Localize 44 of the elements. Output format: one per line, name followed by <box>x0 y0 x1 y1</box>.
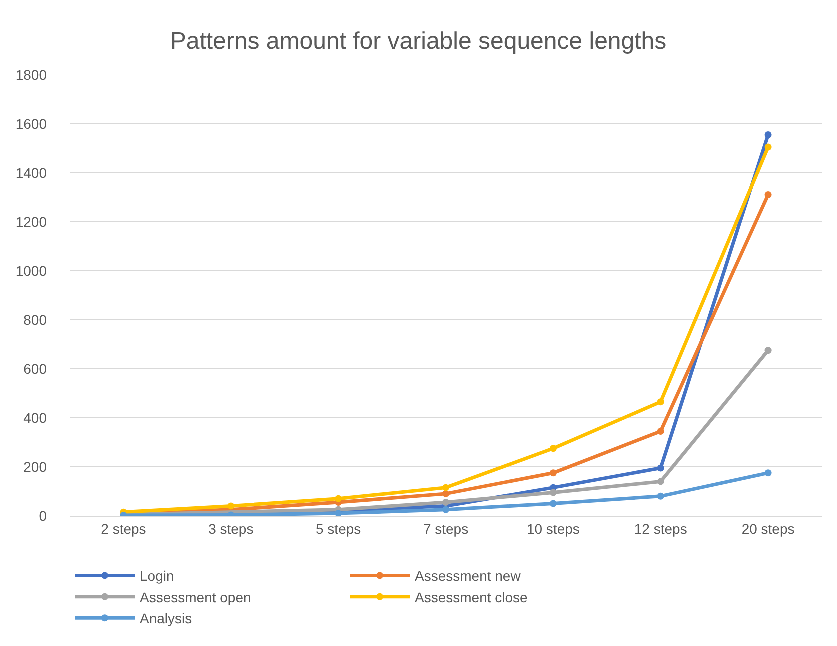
y-tick-label: 1600 <box>16 116 48 132</box>
point <box>335 510 342 516</box>
point <box>657 398 664 406</box>
x-tick-label: 12 steps <box>634 520 688 537</box>
point <box>550 500 557 508</box>
point <box>550 470 557 477</box>
y-tick-label: 1800 <box>16 66 48 83</box>
x-tick-label: 10 steps <box>526 520 580 537</box>
point <box>657 492 664 500</box>
legend-label: Assessment new <box>415 568 522 584</box>
y-tick-label: 0 <box>39 508 48 524</box>
point <box>442 490 450 498</box>
point <box>228 502 235 510</box>
point <box>442 506 450 514</box>
point <box>335 495 342 502</box>
point <box>657 464 664 472</box>
point <box>764 470 772 477</box>
point <box>764 347 772 354</box>
y-tick-label: 600 <box>24 360 48 377</box>
y-tick-label: 1400 <box>16 164 48 181</box>
point <box>550 445 557 452</box>
chart-title: Patterns amount for variable sequence lengths <box>170 28 667 56</box>
point <box>442 484 450 492</box>
point <box>764 132 772 139</box>
legend-label: Assessment open <box>140 589 252 606</box>
x-tick-label: 2 steps <box>101 520 146 537</box>
y-tick-label: 400 <box>24 410 48 426</box>
legend-label: Login <box>140 568 174 584</box>
x-tick-label: 7 steps <box>423 520 469 537</box>
x-tick-label: 3 steps <box>208 520 254 537</box>
point <box>657 478 664 486</box>
y-tick-label: 800 <box>24 312 48 328</box>
point <box>442 499 450 506</box>
legend-label: Assessment close <box>415 589 528 606</box>
point <box>657 428 664 435</box>
y-tick-label: 200 <box>24 458 48 475</box>
point <box>764 192 772 199</box>
x-tick-label: 20 steps <box>742 520 795 537</box>
y-tick-label: 1200 <box>16 214 48 230</box>
x-tick-label: 5 steps <box>316 520 362 537</box>
legend-label: Analysis <box>140 610 192 627</box>
y-tick-label: 1000 <box>16 262 48 279</box>
point <box>764 144 772 151</box>
point <box>550 489 557 496</box>
